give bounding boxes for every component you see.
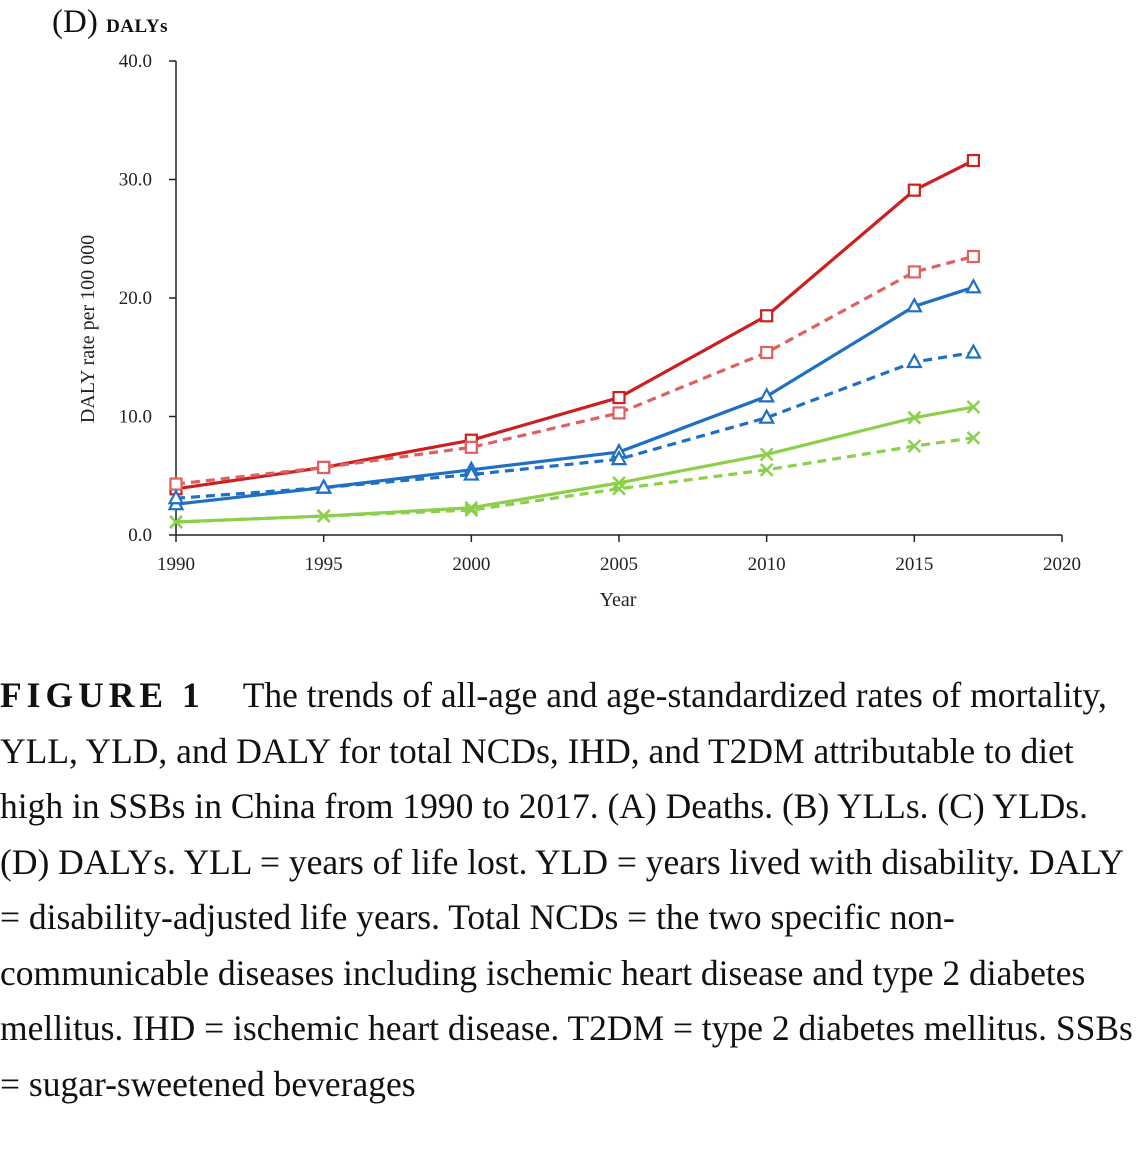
x-tick-label: 2015 [895, 554, 933, 575]
y-tick-label: 10.0 [119, 407, 152, 428]
x-marker-stroke [464, 503, 479, 517]
x-tick-label: 1995 [305, 554, 343, 575]
x-marker-stroke [759, 447, 774, 462]
data-point-triangle [462, 465, 480, 481]
series-4 [169, 400, 981, 529]
data-point-x [169, 515, 183, 529]
series-3 [167, 343, 982, 505]
data-point-triangle [965, 343, 982, 359]
data-point-x [759, 447, 774, 462]
data-point-triangle [610, 449, 628, 466]
x-marker-stroke [907, 410, 922, 425]
figure-label: FIGURE 1 [0, 675, 205, 715]
data-point-square [966, 153, 981, 168]
x-tick-label: 2005 [600, 554, 638, 575]
data-point-triangle [905, 296, 923, 313]
chart-series [167, 153, 982, 529]
y-axis-title: DALY rate per 100 000 [77, 235, 99, 423]
data-point-x [907, 410, 922, 425]
chart-axes: 0.0 10.0 20.0 30.0 40.0 1990 1995 2000 2005 2010 2… [119, 51, 1081, 575]
data-point-x [316, 509, 331, 523]
series-line [175, 436, 974, 524]
data-point-square [966, 249, 981, 264]
data-point-triangle [167, 488, 185, 505]
x-axis-title: Year [600, 589, 637, 611]
x-marker-stroke [612, 481, 626, 496]
x-marker-stroke [759, 462, 774, 477]
data-point-square [169, 477, 183, 491]
panel-title: DALYs [106, 16, 169, 37]
y-tick-label: 0.0 [128, 525, 152, 546]
data-point-triangle [315, 478, 333, 494]
series-line [175, 405, 974, 524]
series-line [175, 159, 975, 491]
y-tick-label: 30.0 [119, 170, 152, 191]
y-tick-label: 40.0 [119, 51, 152, 72]
data-point-square [612, 390, 626, 405]
panel-letter: (D) [52, 4, 98, 40]
x-marker-stroke [966, 430, 981, 445]
series-5 [169, 430, 981, 529]
caption-text: The trends of all-age and age-standardiz… [0, 675, 1133, 1104]
panel-label: (D) DALYs [52, 4, 168, 41]
data-point-square [760, 345, 774, 360]
series-line [175, 350, 974, 500]
series-0 [169, 153, 981, 496]
dalys-line-chart: 0.0 10.0 20.0 30.0 40.0 1990 1995 2000 2005 2010 2… [77, 51, 1081, 611]
data-point-triangle [758, 408, 776, 424]
data-point-square [907, 183, 921, 197]
x-marker-stroke [169, 515, 183, 529]
series-line [175, 254, 974, 486]
data-point-x [464, 503, 479, 517]
x-marker-stroke [907, 439, 922, 454]
data-point-x [759, 462, 774, 477]
x-marker-stroke [612, 475, 626, 490]
series-2 [167, 278, 982, 511]
x-tick-label: 2000 [452, 554, 490, 575]
data-point-square [907, 265, 921, 279]
x-marker-stroke [316, 509, 331, 523]
data-point-x [612, 481, 626, 496]
data-point-x [966, 430, 981, 445]
y-tick-label: 20.0 [119, 288, 152, 309]
data-point-triangle [758, 387, 776, 403]
x-tick-label: 2020 [1043, 554, 1081, 575]
data-point-square [612, 406, 626, 420]
x-marker-stroke [966, 400, 981, 414]
data-point-square [464, 440, 478, 454]
x-tick-label: 2010 [748, 554, 786, 575]
data-point-triangle [965, 278, 982, 294]
series-1 [169, 249, 981, 491]
data-point-triangle [905, 352, 923, 369]
x-tick-label: 1990 [157, 554, 195, 575]
data-point-square [317, 460, 331, 475]
data-point-x [966, 400, 981, 414]
figure-caption: FIGURE 1 The trends of all-age and age-st… [0, 668, 1139, 1112]
data-point-x [907, 439, 922, 454]
data-point-x [612, 475, 626, 490]
data-point-square [760, 309, 774, 323]
